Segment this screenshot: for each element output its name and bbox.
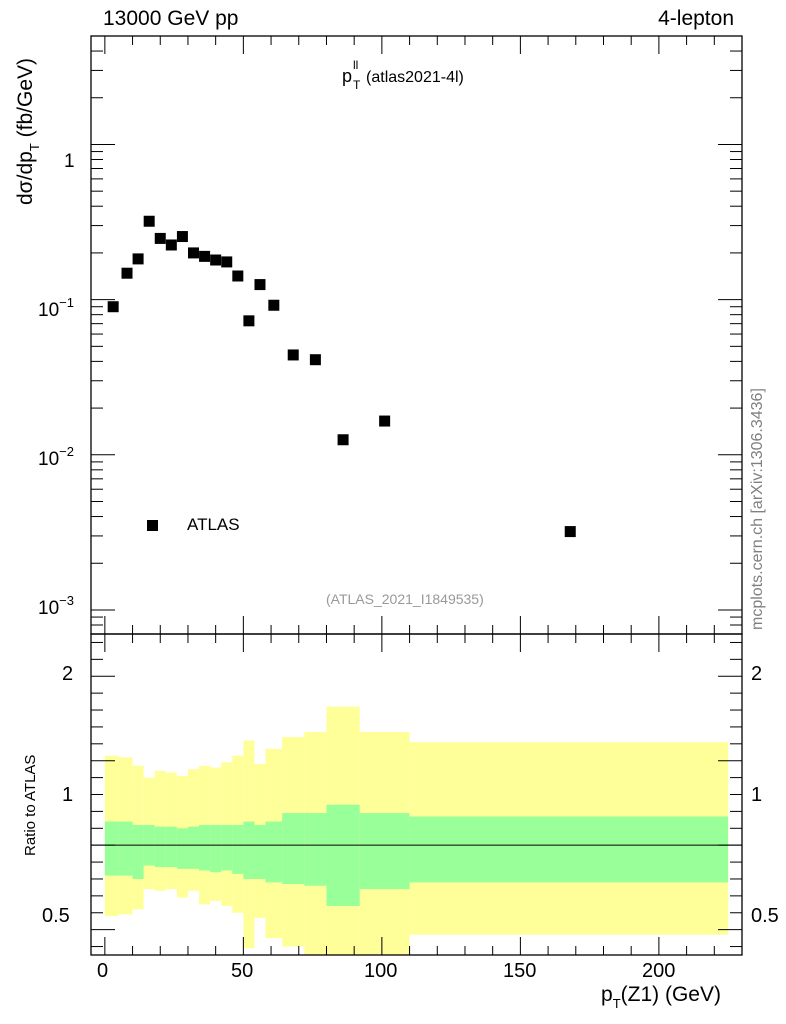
- xlabel-main: p: [601, 983, 613, 1006]
- data-point: [268, 299, 280, 311]
- data-point: [199, 250, 211, 262]
- ratio-band-bin: [265, 821, 283, 883]
- data-point: [379, 415, 391, 427]
- ratio-ytick-label-right: 2: [751, 663, 763, 685]
- data-point: [176, 231, 188, 243]
- data-point: [243, 315, 255, 327]
- xtick-label: 50: [231, 960, 254, 982]
- ratio-ytick-label-right: 1: [751, 784, 763, 806]
- data-point: [165, 239, 177, 251]
- data-point: [221, 256, 233, 268]
- main-panel-frame: [90, 35, 743, 635]
- data-point: [143, 215, 155, 227]
- ratio-band-bin: [359, 813, 410, 890]
- main-ytick-exp: −2: [59, 444, 74, 459]
- ratio-band-bin: [409, 816, 729, 883]
- ratio-band-bin: [221, 824, 233, 871]
- ratio-band-bin: [118, 821, 133, 876]
- main-ytick-label: 1: [64, 151, 75, 172]
- ratio-band-bin: [304, 813, 327, 886]
- main-ytick-base: 10: [38, 300, 60, 321]
- legend-marker: [147, 520, 158, 531]
- data-point: [232, 270, 244, 282]
- xlabel-tail: (Z1) (GeV): [620, 983, 721, 1006]
- ratio-band-bin: [210, 824, 222, 873]
- ratio-ytick-label: 0.5: [42, 905, 70, 927]
- ratio-band-bin: [132, 824, 144, 879]
- axis-ticks: [91, 35, 742, 955]
- ratio-band-bin: [176, 828, 188, 869]
- ratio-band-bin: [232, 824, 244, 874]
- xtick-label: 150: [503, 960, 537, 982]
- ratio-ytick-label: 1: [62, 784, 74, 806]
- ratio-band-bin: [199, 824, 211, 871]
- main-ytick-exp: −3: [59, 593, 74, 608]
- ratio-band-bin: [154, 826, 166, 868]
- data-point: [132, 253, 144, 265]
- ratio-ytick-label: 2: [62, 663, 74, 685]
- plot-title-sup: ll: [353, 58, 359, 72]
- data-point: [564, 526, 576, 538]
- data-point: [337, 434, 349, 446]
- data-point: [187, 247, 199, 259]
- data-point: [107, 301, 119, 313]
- xtick-label: 100: [364, 960, 398, 982]
- data-point: [154, 232, 166, 244]
- data-markers: [107, 215, 576, 538]
- plot-title-tail: (atlas2021-4l): [366, 69, 464, 86]
- main-ytick-exp: −1: [59, 295, 74, 310]
- data-point: [121, 267, 133, 279]
- main-ytick-label: 10−3: [38, 593, 74, 620]
- ratio-band-bin: [187, 826, 200, 869]
- xtick-label: 200: [642, 960, 676, 982]
- ratio-band-bin: [254, 824, 266, 879]
- data-point: [309, 354, 321, 366]
- header-process-label: 4-lepton: [658, 7, 734, 30]
- analysis-annotation: (ATLAS_2021_I1849535): [326, 591, 484, 607]
- ratio-band-bin: [282, 813, 305, 885]
- xlabel: pT(Z1) (GeV): [601, 983, 721, 1011]
- plot-title-sub: T: [353, 78, 361, 92]
- main-ytick-base: 10: [38, 598, 60, 619]
- data-point: [210, 254, 222, 266]
- ratio-band-bin: [165, 826, 177, 868]
- xlabel-sub: T: [612, 996, 621, 1011]
- data-point: [287, 349, 299, 361]
- main-ytick-label: 10−1: [38, 295, 74, 322]
- ratio-band-bin: [326, 804, 360, 907]
- plot-title-main: p: [342, 66, 353, 86]
- plot-title: p ll T (atlas2021-4l): [342, 58, 464, 92]
- data-point: [254, 279, 266, 291]
- header-energy-label: 13000 GeV pp: [103, 7, 239, 30]
- xtick-label: 0: [97, 960, 109, 982]
- ratio-panel-frame: [90, 633, 743, 956]
- ratio-band-bin: [243, 821, 255, 879]
- ratio-bands: [104, 706, 729, 955]
- ratio-ytick-label-right: 0.5: [751, 905, 779, 927]
- legend-label: ATLAS: [187, 515, 240, 534]
- ratio-band-bin: [104, 821, 119, 876]
- main-ytick-base: 10: [38, 449, 60, 470]
- main-ytick-label: 10−2: [38, 444, 74, 471]
